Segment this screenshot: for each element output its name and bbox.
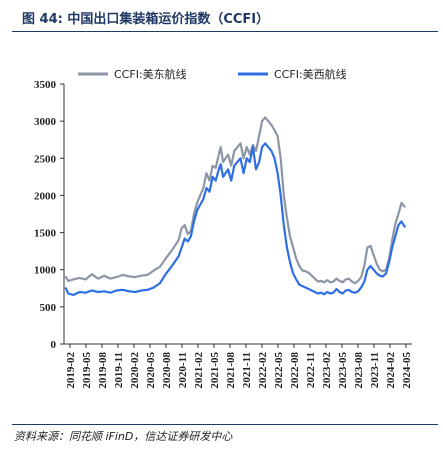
x-tick-label: 2019-08: [97, 352, 109, 389]
y-tick-label: 0: [51, 339, 57, 351]
x-tick-label: 2023-02: [321, 352, 333, 389]
ccfi-line-chart: 0 500 1000 1500 2000 2500 3000 3500 2019-02 2019-…: [34, 67, 413, 389]
figure-title: 图 44: 中国出口集装箱运价指数（CCFI）: [22, 12, 270, 27]
x-tick-label: 2022-05: [273, 352, 285, 389]
x-tick-label: 2023-05: [337, 352, 349, 389]
x-tick-label: 2020-02: [129, 352, 141, 389]
series-line-us-west: [64, 142, 406, 297]
x-tick-label: 2019-05: [81, 352, 93, 389]
x-tick-label: 2019-11: [113, 352, 125, 388]
x-tick-label: 2020-05: [145, 352, 157, 389]
legend-label-us-east: CCFI:美东航线: [114, 67, 187, 81]
x-tick-label: 2024-05: [401, 352, 413, 389]
x-tick-label: 2022-02: [257, 352, 269, 389]
x-tick-label: 2021-05: [209, 352, 221, 389]
y-tick-label: 3500: [34, 79, 57, 91]
y-tick-label: 2500: [34, 153, 57, 165]
x-tick-label: 2021-02: [193, 352, 205, 389]
x-tick-label: 2021-11: [241, 352, 253, 388]
x-tick-label: 2020-11: [177, 352, 189, 388]
x-tick-label: 2023-11: [369, 352, 381, 388]
y-tick-label: 3000: [34, 116, 57, 128]
x-tick-label: 2023-08: [353, 352, 365, 389]
y-tick-label: 2000: [34, 190, 57, 202]
series-line-us-east: [64, 116, 406, 285]
title-rule: [12, 31, 438, 32]
x-tick-label: 2019-02: [65, 352, 77, 389]
source-note: 资料来源：同花顺 iFinD，信达证券研发中心: [14, 430, 233, 443]
y-tick-label: 500: [40, 302, 57, 314]
x-tick-label: 2024-02: [385, 352, 397, 389]
x-tick-label: 2021-08: [225, 352, 237, 389]
x-tick-label: 2022-08: [289, 352, 301, 389]
source-rule: [12, 424, 438, 425]
legend-label-us-west: CCFI:美西航线: [274, 67, 347, 81]
y-tick-label: 1000: [34, 265, 57, 277]
x-tick-label: 2020-08: [161, 352, 173, 389]
y-tick-label: 1500: [34, 228, 57, 240]
x-tick-label: 2022-11: [305, 352, 317, 388]
